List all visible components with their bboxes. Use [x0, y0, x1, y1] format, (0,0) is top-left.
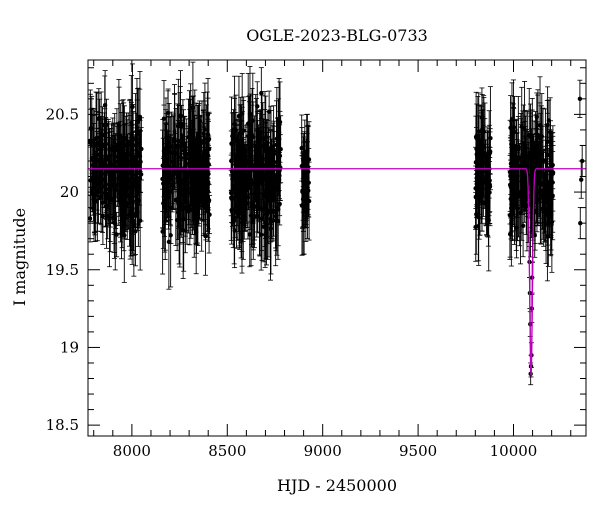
data-point [258, 67, 264, 119]
data-point [248, 93, 254, 194]
data-point [166, 116, 172, 218]
data-point [278, 115, 284, 184]
data-point [509, 160, 515, 219]
data-point [114, 211, 120, 258]
x-tick-label: 10000 [490, 442, 538, 460]
data-point [89, 173, 95, 213]
data-point [511, 107, 517, 147]
data-point [111, 142, 117, 205]
y-tick-label: 20.5 [46, 105, 79, 123]
data-point [103, 149, 109, 219]
data-point [191, 115, 197, 197]
y-axis-title: I magnitude [10, 208, 29, 306]
data-point [268, 145, 274, 220]
data-point [108, 127, 114, 171]
data-point [522, 120, 528, 223]
x-tick-label: 8000 [113, 442, 151, 460]
data-point [231, 112, 237, 166]
data-point [175, 104, 181, 178]
data-point [533, 129, 539, 183]
data-point [272, 173, 278, 249]
data-point [122, 124, 128, 225]
data-point [132, 145, 138, 214]
data-point [190, 145, 196, 235]
data-point [129, 125, 135, 186]
data-point [521, 164, 527, 212]
data-point [548, 169, 554, 216]
data-point [525, 130, 531, 187]
data-point [135, 87, 141, 156]
y-tick-label: 19 [60, 338, 79, 356]
x-tick-label: 9000 [304, 442, 342, 460]
data-point [538, 147, 544, 245]
data-point [244, 143, 250, 211]
y-tick-label: 18.5 [46, 416, 79, 434]
chart-title: OGLE-2023-BLG-0733 [246, 26, 428, 45]
data-point [516, 140, 522, 191]
data-point [99, 106, 105, 165]
data-point [138, 127, 144, 222]
data-point [194, 164, 200, 254]
data-point [271, 125, 277, 176]
data-point [197, 114, 203, 219]
model-peak [523, 168, 539, 376]
data-point [184, 118, 190, 209]
data-point [507, 119, 513, 225]
data-point [535, 89, 541, 181]
data-point [96, 128, 102, 191]
data-point [105, 166, 111, 226]
data-point [262, 91, 268, 198]
data-point [477, 138, 483, 215]
data-point [236, 75, 242, 157]
data-point [127, 98, 133, 188]
data-point [165, 88, 171, 138]
data-point [545, 148, 551, 239]
data-point [486, 110, 492, 199]
y-tick-label: 19.5 [46, 261, 79, 279]
data-point [205, 155, 211, 208]
data-point [240, 137, 246, 181]
data-point [161, 80, 167, 158]
data-point [237, 149, 243, 248]
data-point [137, 88, 143, 150]
data-point [546, 99, 552, 142]
data-layer [88, 61, 585, 386]
data-point [474, 103, 480, 206]
data-point [259, 176, 265, 261]
y-tick-label: 20 [60, 183, 79, 201]
axes-layer: 8000 8500 9000 9500 10000 18.5 19 19.5 20 20.5 [46, 59, 587, 460]
data-point [482, 118, 488, 208]
data-point [205, 164, 211, 212]
data-point [253, 158, 259, 200]
x-tick-label: 9500 [399, 442, 437, 460]
data-point [232, 193, 238, 269]
data-point [117, 156, 123, 234]
data-point [250, 155, 256, 260]
plot-frame [87, 59, 587, 437]
data-point [171, 84, 177, 179]
data-point [175, 184, 181, 240]
data-point [512, 144, 518, 198]
data-point [528, 109, 534, 196]
data-point [92, 141, 98, 236]
data-point [578, 160, 584, 199]
x-axis-title: HJD - 2450000 [277, 476, 397, 495]
data-point [577, 79, 583, 118]
data-point [91, 157, 97, 242]
data-point [115, 143, 121, 200]
x-tick-label: 8500 [208, 442, 246, 460]
data-point [273, 181, 279, 252]
data-point [528, 128, 534, 229]
model-curve-layer [88, 168, 586, 376]
data-point [304, 113, 310, 188]
data-point [235, 185, 241, 227]
data-point [130, 63, 136, 151]
data-point [228, 96, 234, 191]
data-point [165, 173, 171, 221]
model-curve [88, 168, 586, 374]
